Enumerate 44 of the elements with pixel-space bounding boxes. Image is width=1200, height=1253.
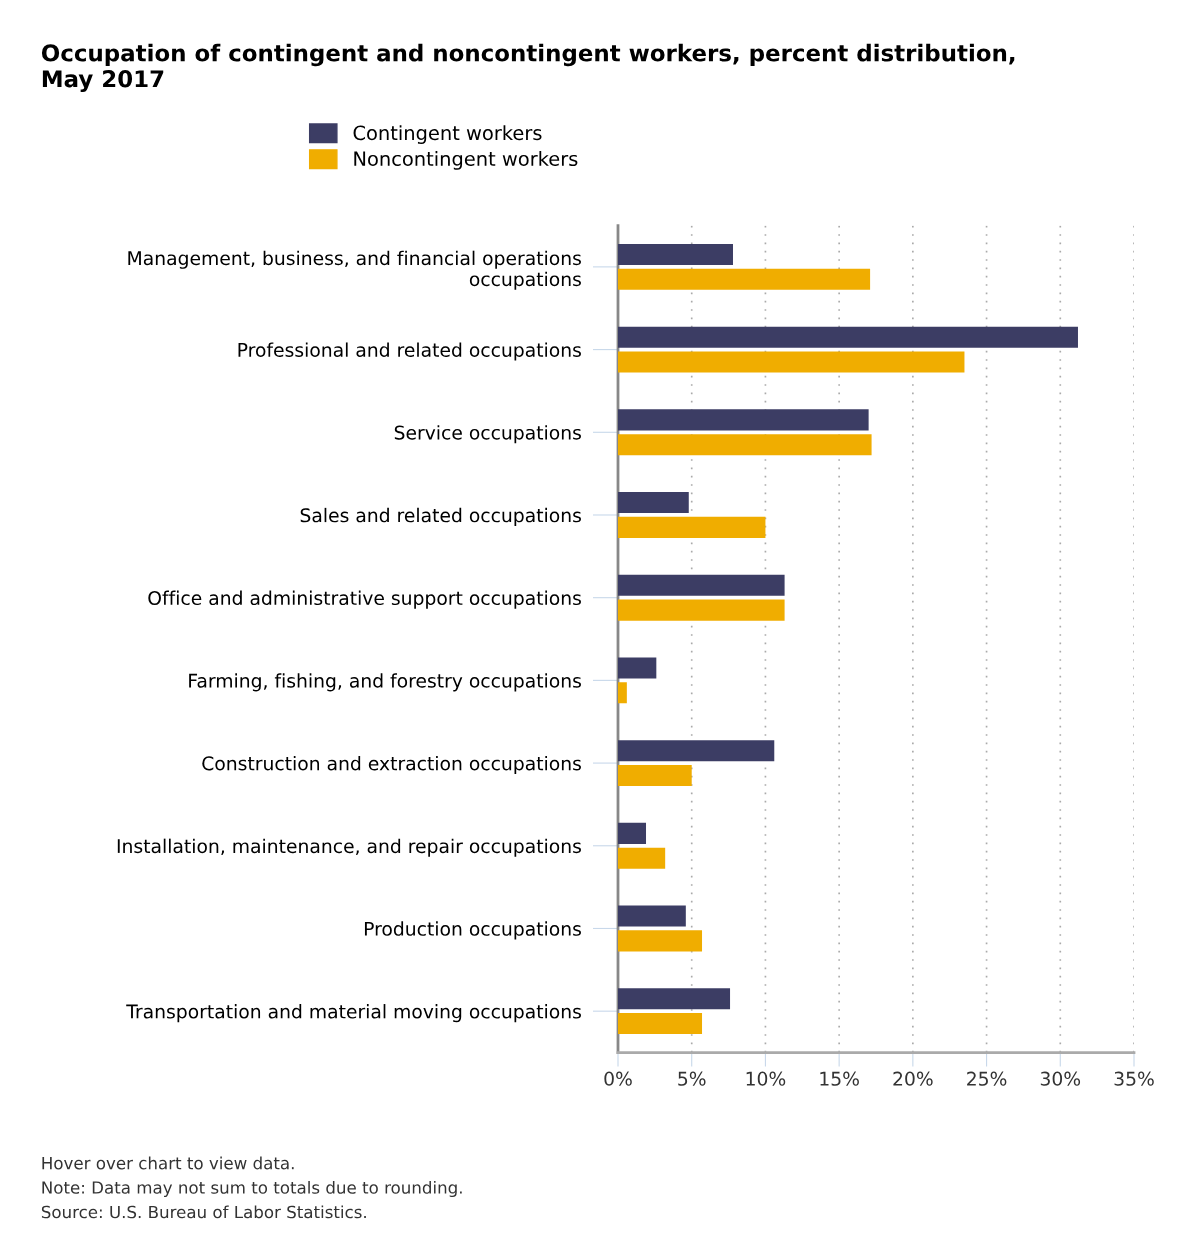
text: Hover over chart to view data. [42, 1156, 294, 1170]
bar [618, 351, 965, 373]
bar [618, 905, 686, 927]
bar [618, 1013, 703, 1035]
source-note: Source: U.S. Bureau of Labor Statistics. [41, 1205, 366, 1219]
y-tick-label: Management, business, and financial operations occupations [128, 250, 581, 290]
bar [618, 764, 692, 787]
y-tick-label: Production occupations [364, 921, 581, 940]
y-tick-label: Construction and extraction occupations [202, 755, 581, 775]
bar [618, 434, 872, 456]
bar [618, 682, 627, 704]
y-tick-label: Sales and related occupations [300, 507, 581, 527]
y-tick-label: Professional and related occupations [238, 342, 581, 361]
bar [618, 822, 647, 844]
bar [618, 268, 871, 290]
bar [618, 326, 1078, 348]
bar [618, 657, 657, 679]
bar [618, 599, 785, 621]
x-tick-label: 35% [1114, 1071, 1154, 1086]
y-tick-label: Office and administrative support occupations [148, 590, 581, 609]
x-tick-label: 15% [820, 1071, 859, 1086]
y-tick-label: Service occupations [394, 425, 581, 444]
x-tick-label: 5% [678, 1071, 706, 1086]
y-tick-label: Installation, maintenance, and repair occupations [117, 838, 581, 857]
x-tick-label: 0% [604, 1071, 632, 1086]
x-tick-label: 20% [893, 1071, 933, 1086]
y-tick-label: Transportation and material moving occupations [126, 1004, 581, 1023]
x-tick-label: 10% [746, 1071, 786, 1086]
chart-title: Occupation of contingent and noncontingent workers, percent distribution, May 2017 [41, 43, 1015, 93]
bar [618, 930, 703, 952]
bar [618, 409, 869, 431]
bar [618, 243, 733, 266]
bar [618, 574, 785, 596]
legend-label: Noncontingent workers [354, 151, 578, 170]
bar [618, 516, 766, 538]
legend-label: Contingent workers [353, 125, 542, 144]
text: Note: Data may not sum to totals due to rounding. [42, 1180, 462, 1198]
bar [618, 740, 775, 762]
bar [618, 988, 731, 1010]
x-tick-label: 30% [1040, 1071, 1081, 1086]
bar [618, 847, 666, 869]
bar [618, 492, 689, 514]
y-tick-label: Farming, fishing, and forestry occupations [189, 673, 581, 692]
x-tick-label: 25% [967, 1071, 1007, 1086]
